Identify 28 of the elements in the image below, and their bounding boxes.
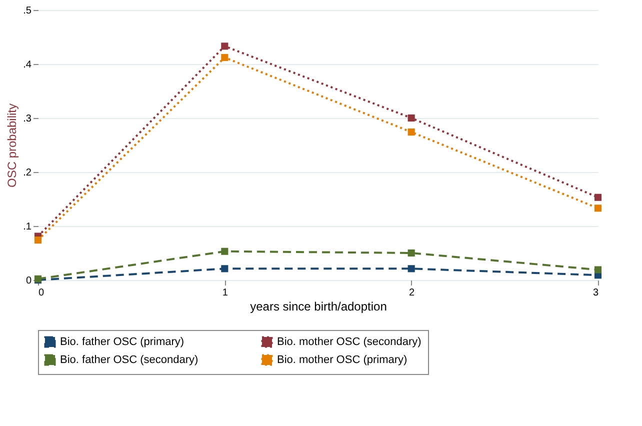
y-tick-label: .4 (23, 60, 32, 70)
y-tick-label: .2 (23, 168, 32, 178)
point (221, 42, 228, 50)
point (408, 128, 415, 136)
point (221, 248, 228, 255)
x-tick-label: 2 (409, 288, 416, 298)
point (408, 265, 415, 272)
y-tick-label: 0 (26, 276, 32, 286)
y-axis-title: OSC probability (5, 103, 20, 188)
legend-label: Bio. mother OSC (secondary) (277, 336, 422, 348)
point (594, 266, 602, 274)
x-tick-label: 0 (38, 288, 44, 298)
point (408, 114, 415, 122)
point (221, 54, 228, 62)
legend-label: Bio. father OSC (secondary) (60, 354, 198, 366)
point (594, 194, 602, 201)
y-tick-label: .1 (23, 222, 32, 232)
x-axis-title: years since birth/adoption (250, 300, 387, 314)
y-tick-label: .3 (23, 114, 32, 124)
point (594, 204, 602, 212)
legend-label: Bio. mother OSC (primary) (277, 354, 408, 366)
x-tick-label: 1 (222, 288, 228, 298)
x-tick-label: 3 (592, 288, 599, 298)
point (408, 249, 415, 257)
legend-label: Bio. father OSC (primary) (60, 336, 184, 348)
point (221, 265, 228, 272)
y-tick-label: .5 (23, 6, 32, 16)
point (34, 236, 42, 244)
